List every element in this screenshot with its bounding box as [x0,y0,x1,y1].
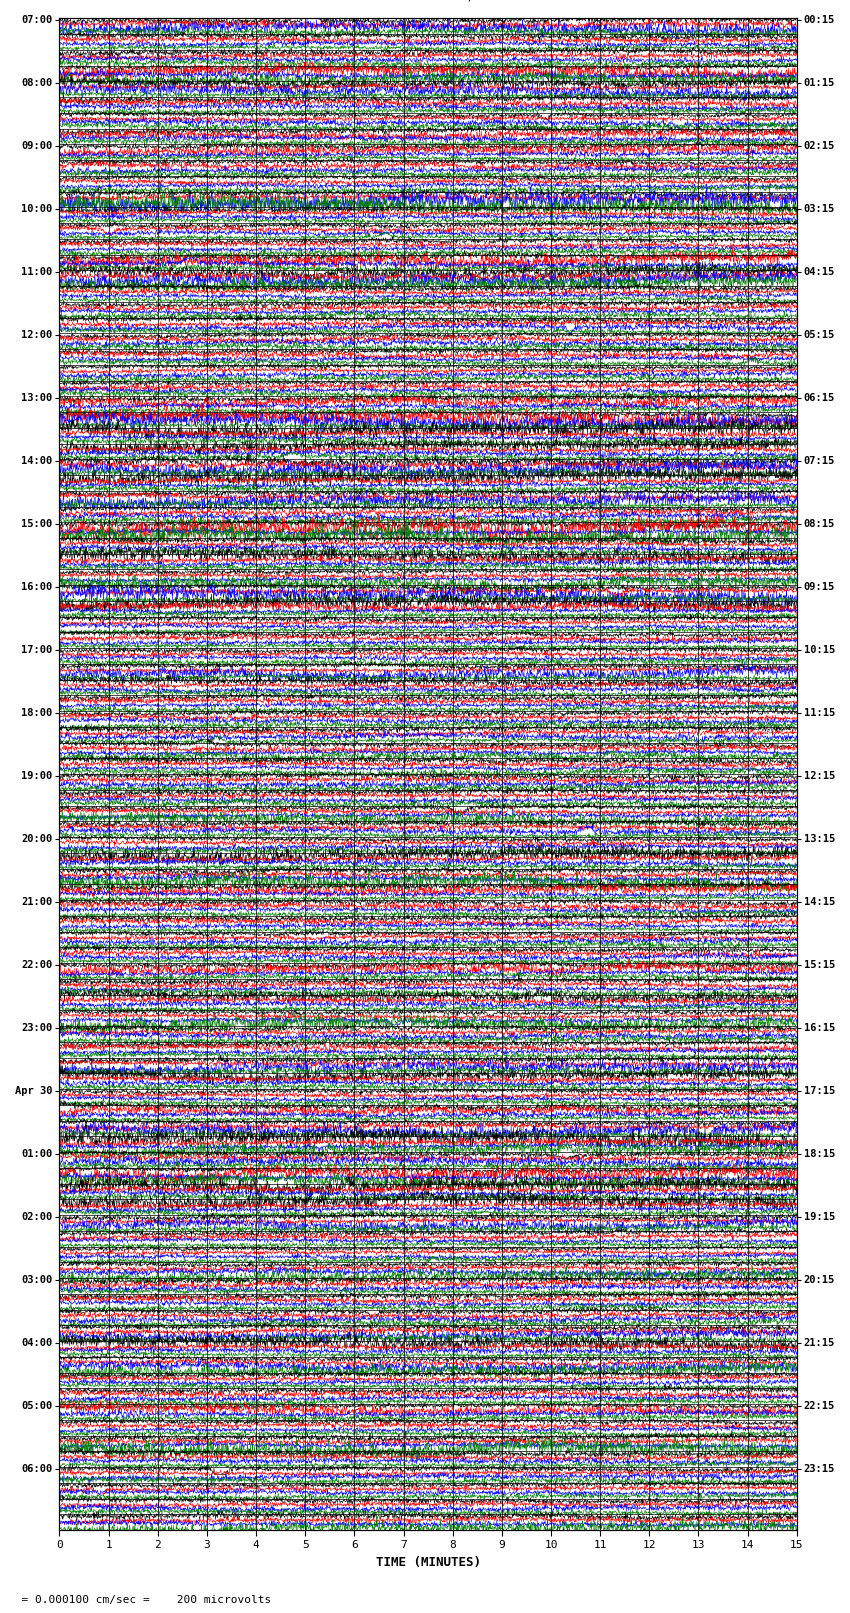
Text: = 0.000100 cm/sec =    200 microvolts: = 0.000100 cm/sec = 200 microvolts [8,1595,272,1605]
Text: I  = 0.000100 cm/sec: I = 0.000100 cm/sec [354,0,496,2]
X-axis label: TIME (MINUTES): TIME (MINUTES) [376,1557,480,1569]
